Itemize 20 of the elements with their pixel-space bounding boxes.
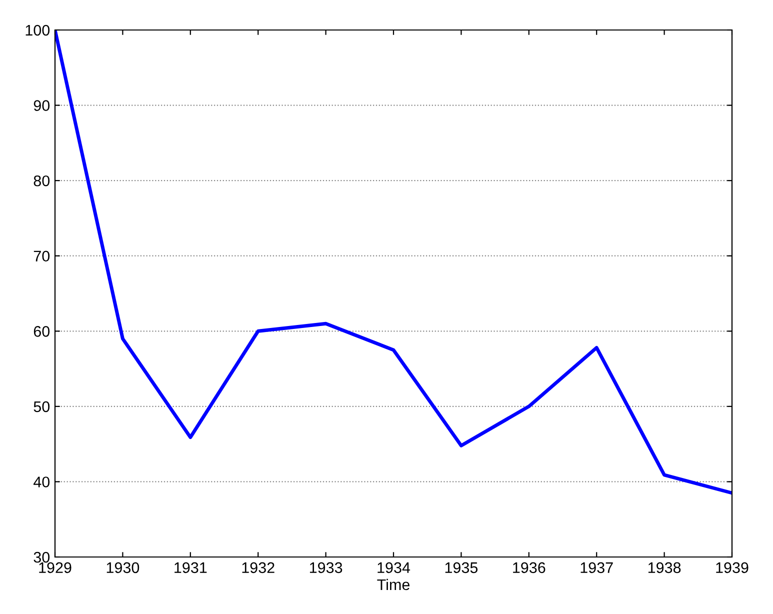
x-tick-label: 1929 (39, 562, 72, 574)
x-tick-label: 1930 (106, 562, 140, 574)
y-tick-label: 30 (34, 552, 50, 563)
y-tick-label: 90 (34, 100, 50, 111)
x-tick-label: 1931 (174, 562, 207, 574)
x-tick-label: 1933 (310, 562, 342, 574)
x-tick-label: 1932 (242, 562, 274, 574)
y-tick-label: 70 (34, 250, 50, 262)
x-axis-title: Time (377, 578, 410, 590)
y-tick-label: 40 (34, 476, 50, 488)
y-tick-label: 50 (34, 401, 50, 412)
x-tick-label: 1937 (580, 562, 613, 574)
y-tick-label: 60 (34, 326, 50, 337)
x-tick-label: 1939 (716, 562, 748, 574)
x-tick-label: 1934 (378, 562, 410, 574)
x-tick-label: 1936 (513, 562, 546, 574)
y-tick-label: 80 (34, 175, 50, 186)
x-tick-label: 1938 (648, 562, 681, 574)
y-tick-label: 100 (26, 24, 50, 36)
x-tick-label: 1935 (445, 562, 478, 574)
